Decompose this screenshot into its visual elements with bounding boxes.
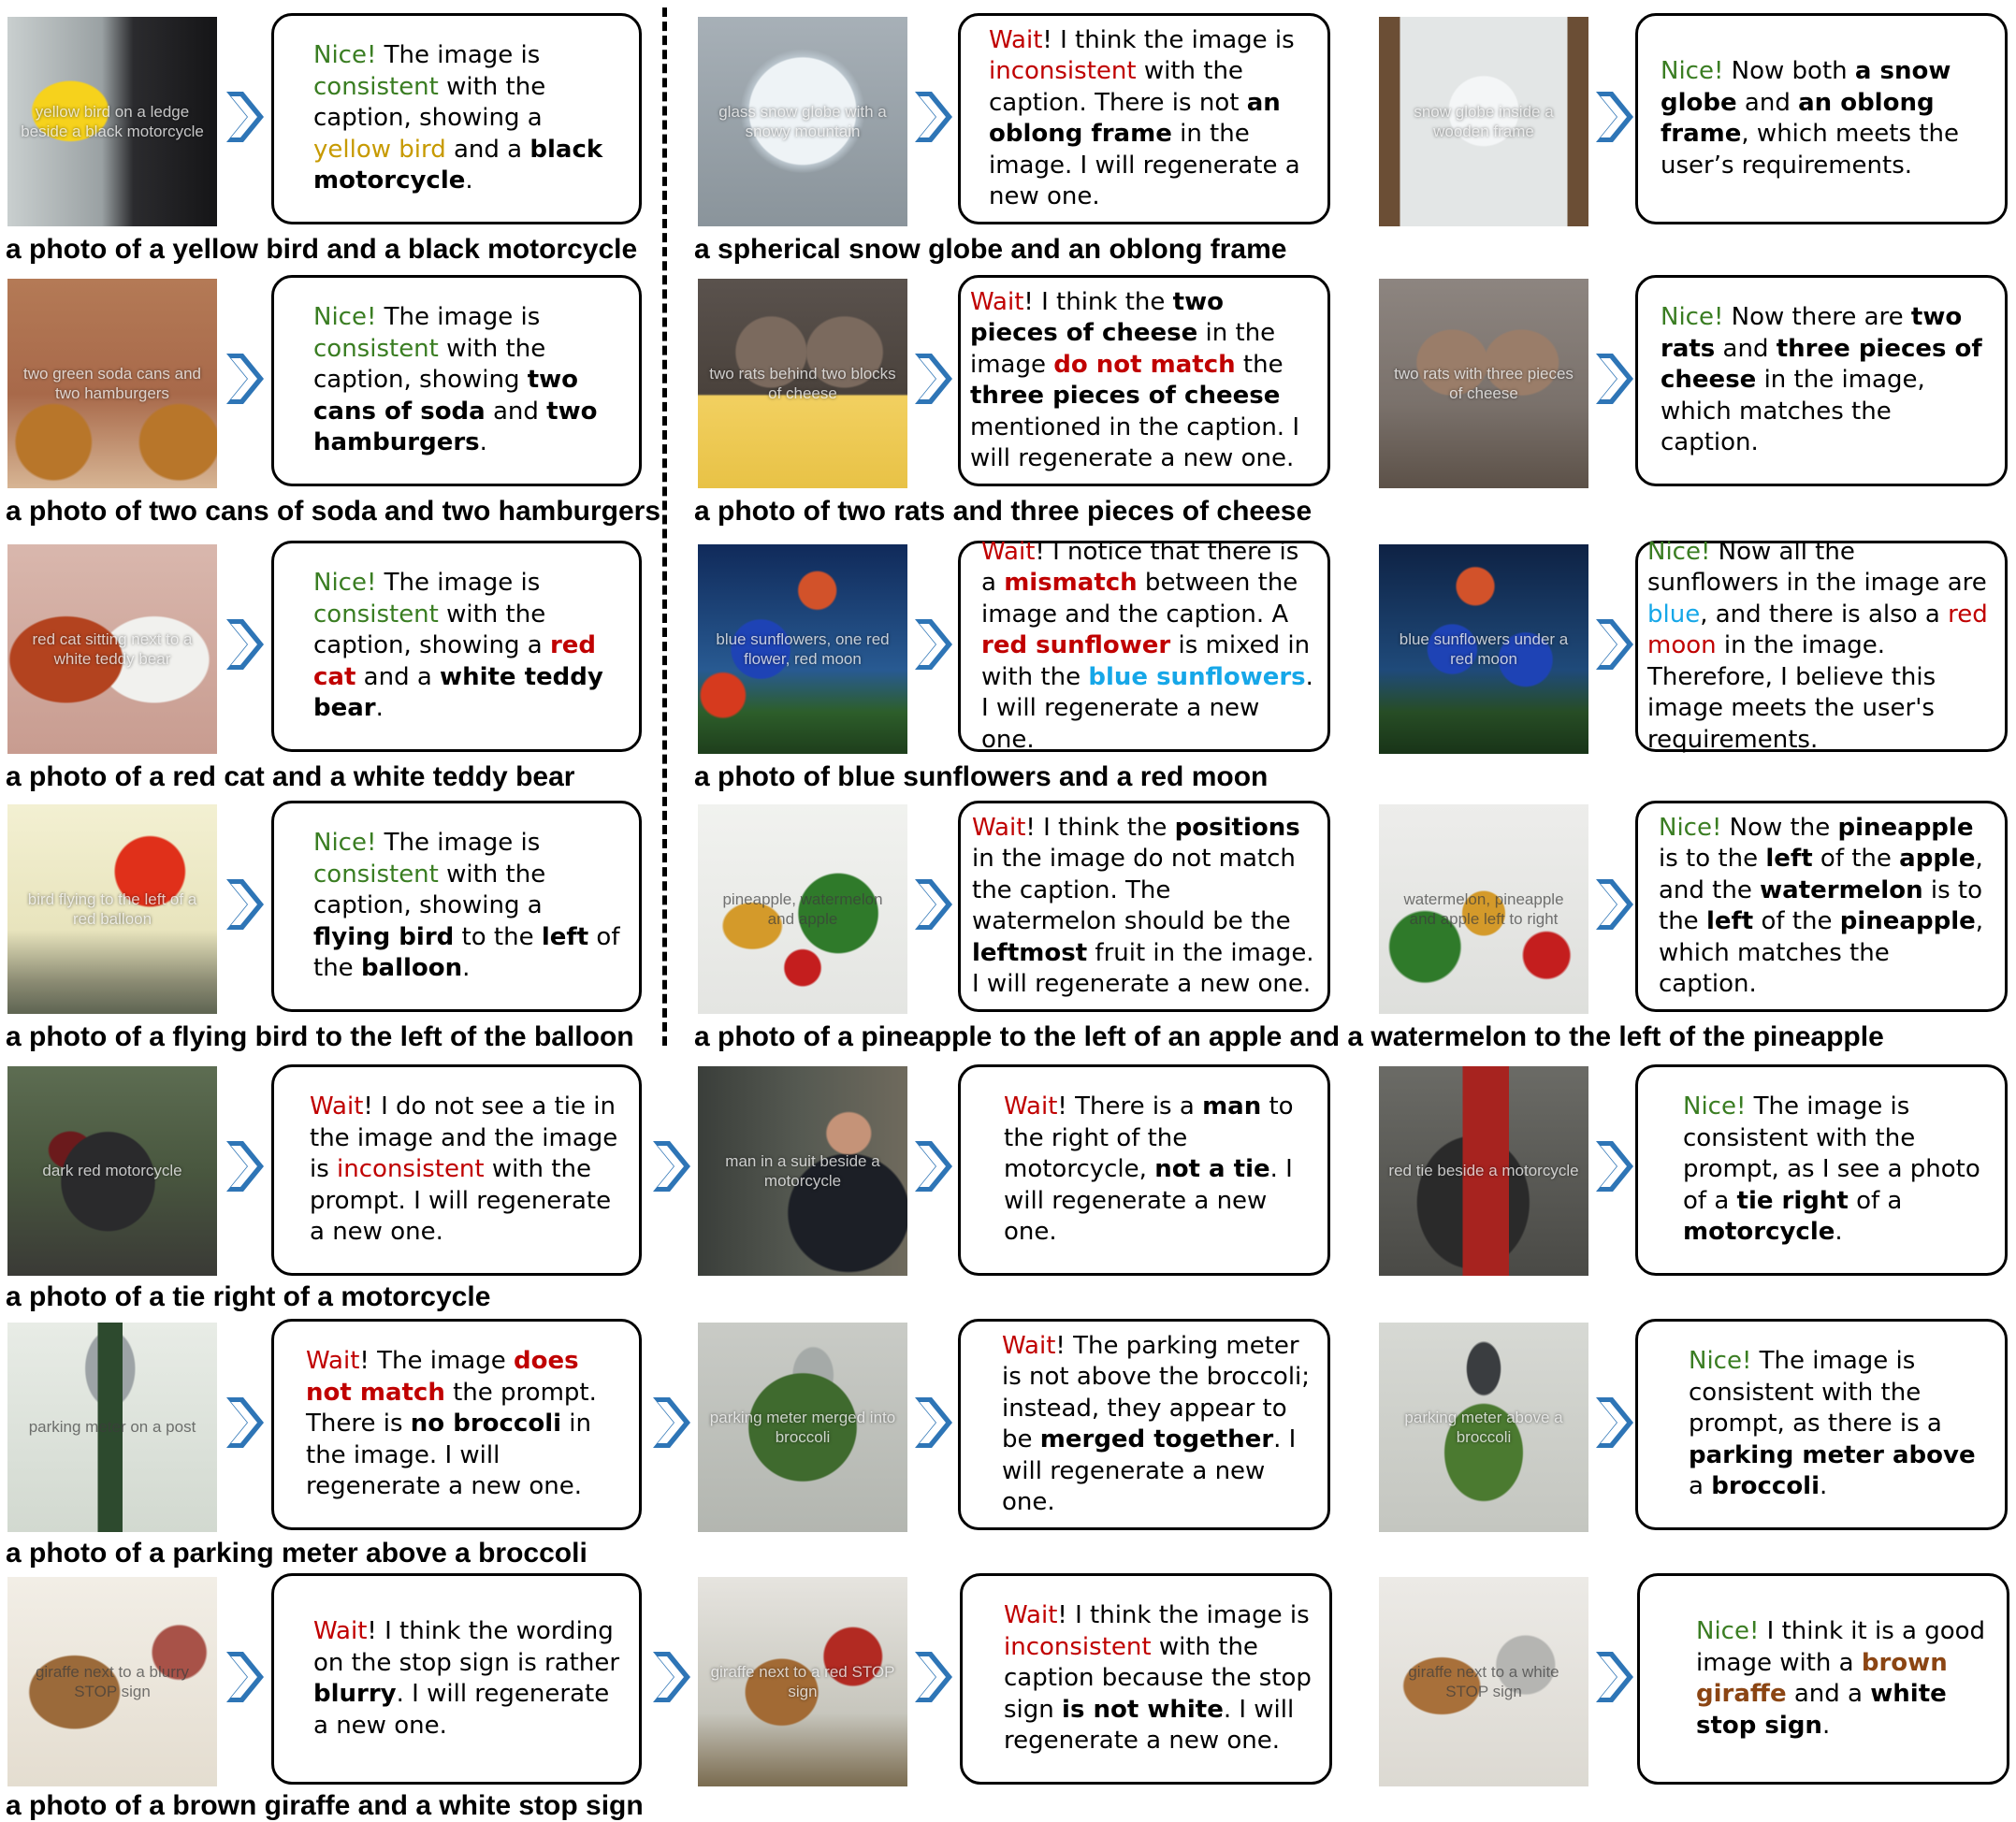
chevron-arrow-icon	[915, 1652, 952, 1702]
photo-giraffe-white-stop: giraffe next to a white STOP sign	[1379, 1577, 1588, 1786]
chevron-arrow-icon	[226, 879, 264, 930]
chevron-arrow-icon	[226, 1141, 264, 1192]
caption: a photo of a tie right of a motorcycle	[6, 1281, 491, 1312]
photo-parking-meter: parking meter on a post	[7, 1323, 217, 1532]
chevron-arrow-icon	[915, 92, 952, 142]
feedback-bubble: Nice! Now all the sunflowers in the imag…	[1635, 538, 2008, 754]
feedback-bubble: Wait! I do not see a tie in the image an…	[271, 1064, 642, 1276]
chevron-arrow-icon	[915, 1397, 952, 1448]
feedback-bubble: Wait! I think the wording on the stop si…	[271, 1573, 642, 1785]
feedback-bubble: Wait! I think the image is inconsistent …	[960, 1573, 1332, 1785]
feedback-bubble: Wait! I notice that there is a mismatch …	[958, 538, 1330, 754]
photo-sunflowers-blue: blue sunflowers under a red moon	[1379, 544, 1588, 754]
chevron-arrow-icon	[915, 354, 952, 404]
chevron-arrow-icon	[1596, 879, 1633, 930]
feedback-bubble: Wait! The image does not match the promp…	[271, 1319, 642, 1530]
feedback-bubble: Nice! The image is consistent with the c…	[271, 801, 642, 1012]
chevron-arrow-icon	[1596, 92, 1633, 142]
caption: a photo of two rats and three pieces of …	[694, 496, 1313, 527]
photo-fruits-reordered: watermelon, pineapple and apple left to …	[1379, 804, 1588, 1014]
photo-giraffe-red-stop: giraffe next to a red STOP sign	[698, 1577, 907, 1786]
chevron-arrow-icon	[1596, 1397, 1633, 1448]
photo-yellow-bird: yellow bird on a ledge beside a black mo…	[7, 17, 217, 226]
feedback-bubble: Wait! There is a man to the right of the…	[958, 1064, 1330, 1276]
caption: a spherical snow globe and an oblong fra…	[694, 234, 1287, 265]
caption: a photo of a pineapple to the left of an…	[694, 1021, 1884, 1052]
feedback-bubble: Wait! I think the two pieces of cheese i…	[958, 275, 1330, 486]
chevron-arrow-icon	[226, 354, 264, 404]
feedback-bubble: Nice! The image is consistent with the p…	[1635, 1319, 2008, 1530]
photo-snow-globe: glass snow globe with a snowy mountain	[698, 17, 907, 226]
feedback-bubble: Nice! The image is consistent with the p…	[1635, 1064, 2008, 1276]
feedback-bubble: Nice! The image is consistent with the c…	[271, 541, 642, 752]
chevron-arrow-icon	[1596, 619, 1633, 670]
photo-soda-hamburgers: two green soda cans and two hamburgers	[7, 279, 217, 488]
feedback-bubble: Nice! The image is consistent with the c…	[271, 275, 642, 486]
chevron-arrow-icon	[1596, 1652, 1633, 1702]
chevron-arrow-icon	[226, 92, 264, 142]
chevron-arrow-icon	[915, 619, 952, 670]
chevron-arrow-icon	[915, 1141, 952, 1192]
feedback-bubble: Nice! Now the pineapple is to the left o…	[1635, 801, 2008, 1012]
caption: a photo of a parking meter above a brocc…	[6, 1538, 587, 1569]
caption: a photo of a flying bird to the left of …	[6, 1021, 634, 1052]
caption: a photo of a yellow bird and a black mot…	[6, 234, 638, 265]
feedback-bubble: Nice! Now both a snow globe and an oblon…	[1635, 13, 2008, 224]
chevron-arrow-icon	[1596, 354, 1633, 404]
feedback-bubble: Wait! The parking meter is not above the…	[958, 1319, 1330, 1530]
feedback-bubble: Nice! I think it is a good image with a …	[1637, 1573, 2009, 1785]
photo-giraffe-blurry-stop: giraffe next to a blurry STOP sign	[7, 1577, 217, 1786]
photo-bird-balloon: bird flying to the left of a red balloon	[7, 804, 217, 1014]
feedback-bubble: Wait! I think the image is inconsistent …	[958, 13, 1330, 224]
chevron-arrow-icon	[653, 1141, 690, 1192]
feedback-bubble: Nice! Now there are two rats and three p…	[1635, 275, 2008, 486]
chevron-arrow-icon	[653, 1652, 690, 1702]
photo-tie-motorcycle: red tie beside a motorcycle	[1379, 1066, 1588, 1276]
photo-rats-three-cheese: two rats with three pieces of cheese	[1379, 279, 1588, 488]
feedback-bubble: Nice! The image is consistent with the c…	[271, 13, 642, 224]
dashed-divider	[662, 7, 667, 1046]
photo-meter-merged-broccoli: parking meter merged into broccoli	[698, 1323, 907, 1532]
caption: a photo of two cans of soda and two hamb…	[6, 496, 661, 527]
caption: a photo of blue sunflowers and a red moo…	[694, 761, 1269, 792]
feedback-bubble: Wait! I think the positions in the image…	[958, 801, 1330, 1012]
photo-pineapple-watermelon-apple: pineapple, watermelon and apple	[698, 804, 907, 1014]
chevron-arrow-icon	[226, 1397, 264, 1448]
caption: a photo of a red cat and a white teddy b…	[6, 761, 575, 792]
photo-motorcycle: dark red motorcycle	[7, 1066, 217, 1276]
chevron-arrow-icon	[653, 1397, 690, 1448]
photo-rats-two-cheese: two rats behind two blocks of cheese	[698, 279, 907, 488]
chevron-arrow-icon	[226, 619, 264, 670]
photo-meter-above-broccoli: parking meter above a broccoli	[1379, 1323, 1588, 1532]
photo-red-cat-teddy: red cat sitting next to a white teddy be…	[7, 544, 217, 754]
photo-man-motorcycle: man in a suit beside a motorcycle	[698, 1066, 907, 1276]
chevron-arrow-icon	[1596, 1141, 1633, 1192]
chevron-arrow-icon	[915, 879, 952, 930]
photo-snow-globe-frame: snow globe inside a wooden frame	[1379, 17, 1588, 226]
photo-sunflowers-red: blue sunflowers, one red flower, red moo…	[698, 544, 907, 754]
caption: a photo of a brown giraffe and a white s…	[6, 1790, 644, 1821]
chevron-arrow-icon	[226, 1652, 264, 1702]
